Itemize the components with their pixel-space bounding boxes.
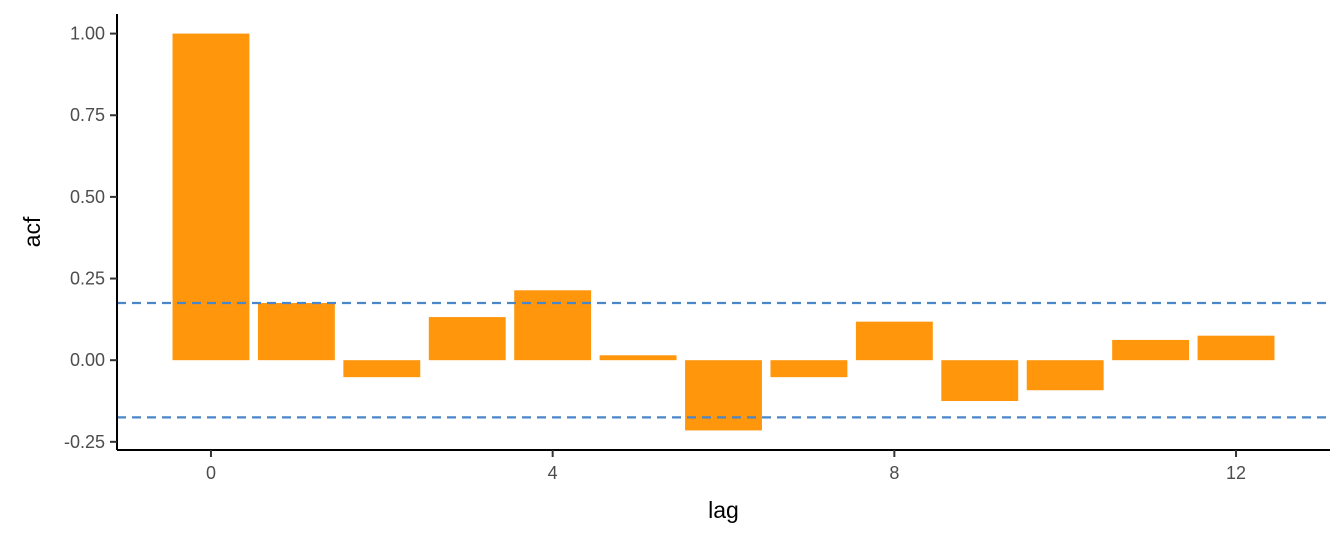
bar-lag-10	[1026, 360, 1104, 391]
bar-lag-1	[257, 303, 335, 361]
bar-lag-7	[770, 360, 848, 378]
y-tick-label: -0.25	[64, 432, 105, 452]
y-tick-label: 0.00	[70, 350, 105, 370]
y-tick-label: 0.25	[70, 269, 105, 289]
x-axis-ticks: 0 4 8 12	[206, 450, 1246, 483]
axes	[116, 14, 1330, 451]
bar-lag-11	[1112, 339, 1190, 361]
confidence-bands	[117, 301, 1330, 419]
bar-lag-4	[514, 290, 592, 361]
bar-lag-6	[685, 360, 762, 431]
bar-lag-0	[172, 33, 250, 361]
bar-lag-8	[855, 321, 933, 361]
x-tick-label: 4	[548, 463, 558, 483]
x-tick-label: 12	[1226, 463, 1246, 483]
bar-lag-5	[599, 355, 677, 361]
x-tick-label: 8	[889, 463, 899, 483]
y-tick-label: 1.00	[70, 24, 105, 44]
bars-group	[172, 33, 1275, 431]
bar-lag-2	[343, 360, 421, 378]
y-axis-title: acf	[19, 216, 45, 247]
bar-lag-12	[1197, 335, 1275, 361]
bar-lag-9	[941, 360, 1019, 402]
y-tick-label: 0.75	[70, 105, 105, 125]
x-axis-title: lag	[708, 497, 739, 523]
y-tick-label: 0.50	[70, 187, 105, 207]
y-axis-ticks: 1.00 0.75 0.50 0.25 0.00 -0.25	[64, 24, 117, 452]
x-tick-label: 0	[206, 463, 216, 483]
bar-lag-3	[428, 317, 506, 361]
